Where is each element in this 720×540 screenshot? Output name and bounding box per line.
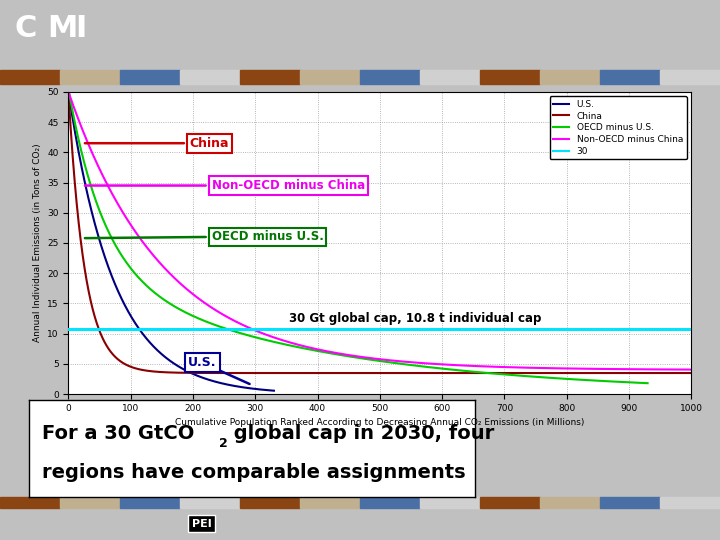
Text: 30 Gt global cap, 10.8 t individual cap: 30 Gt global cap, 10.8 t individual cap (289, 312, 542, 325)
Text: I: I (76, 14, 87, 43)
China (302, 370, 311, 376)
U.S. (243, 385, 252, 392)
China (576, 370, 585, 376)
Bar (300, 70, 360, 84)
Non-OECD minus China (576, 366, 585, 372)
U.S. (269, 387, 278, 394)
Line: OECD minus U.S.: OECD minus U.S. (68, 92, 647, 383)
China (529, 370, 538, 376)
Bar (300, 497, 360, 508)
Bar (600, 497, 660, 508)
Bar (660, 70, 720, 84)
China (687, 370, 696, 376)
Bar (120, 70, 180, 84)
China (438, 370, 446, 376)
Text: U.S.: U.S. (188, 356, 217, 369)
Bar (360, 70, 420, 84)
Bar (660, 497, 720, 508)
Y-axis label: Annual Individual Emissions (in Tons of CO₂): Annual Individual Emissions (in Tons of … (32, 144, 42, 342)
Bar (420, 70, 480, 84)
Non-OECD minus China (687, 366, 696, 373)
Bar (0, 70, 60, 84)
Bar (360, 497, 420, 508)
U.S. (100, 252, 109, 259)
Text: global cap in 2030, four: global cap in 2030, four (228, 424, 495, 443)
Text: M: M (47, 14, 77, 43)
Text: OECD minus U.S.: OECD minus U.S. (212, 231, 323, 244)
Bar (480, 497, 540, 508)
Bar (60, 497, 120, 508)
U.S. (152, 346, 161, 353)
Non-OECD minus China (529, 364, 538, 371)
Legend: U.S., China, OECD minus U.S., Non-OECD minus China, 30: U.S., China, OECD minus U.S., Non-OECD m… (549, 96, 687, 159)
Text: PEI: PEI (192, 519, 212, 529)
China (177, 369, 186, 376)
Bar (120, 497, 180, 508)
Bar (420, 497, 480, 508)
OECD minus U.S. (643, 380, 652, 387)
U.S. (266, 387, 274, 394)
OECD minus U.S. (64, 89, 73, 95)
Bar (540, 70, 600, 84)
Text: For a 30 GtCO: For a 30 GtCO (42, 424, 194, 443)
Non-OECD minus China (64, 90, 73, 96)
Non-OECD minus China (469, 363, 478, 369)
China (469, 370, 478, 376)
Bar (540, 497, 600, 508)
OECD minus U.S. (307, 347, 316, 353)
U.S. (88, 210, 96, 217)
China (686, 370, 695, 376)
Bar (180, 497, 240, 508)
OECD minus U.S. (597, 377, 606, 384)
Line: China: China (68, 97, 691, 373)
Text: C: C (14, 14, 37, 43)
Line: Non-OECD minus China: Non-OECD minus China (68, 93, 691, 369)
Text: regions have comparable assignments: regions have comparable assignments (42, 463, 466, 482)
Non-OECD minus China (177, 281, 186, 288)
Text: China: China (190, 137, 230, 150)
Bar (60, 70, 120, 84)
Bar (600, 70, 660, 84)
Bar (240, 70, 300, 84)
30 (65, 326, 73, 332)
U.S. (64, 91, 73, 97)
Non-OECD minus China (438, 361, 446, 368)
Line: U.S.: U.S. (68, 94, 274, 390)
Bar (240, 497, 300, 508)
X-axis label: Cumulative Population Ranked According to Decreasing Annual CO₂ Emissions (in Mi: Cumulative Population Ranked According t… (175, 418, 585, 428)
U.S. (143, 336, 152, 343)
OECD minus U.S. (339, 352, 348, 359)
Bar (180, 70, 240, 84)
Text: Non-OECD minus China: Non-OECD minus China (212, 179, 365, 192)
China (64, 94, 73, 100)
OECD minus U.S. (312, 348, 321, 354)
Text: 2: 2 (219, 437, 228, 450)
OECD minus U.S. (626, 379, 634, 386)
OECD minus U.S. (485, 370, 493, 376)
30 (64, 326, 73, 332)
Bar (0, 497, 60, 508)
Bar (480, 70, 540, 84)
Non-OECD minus China (302, 343, 311, 350)
